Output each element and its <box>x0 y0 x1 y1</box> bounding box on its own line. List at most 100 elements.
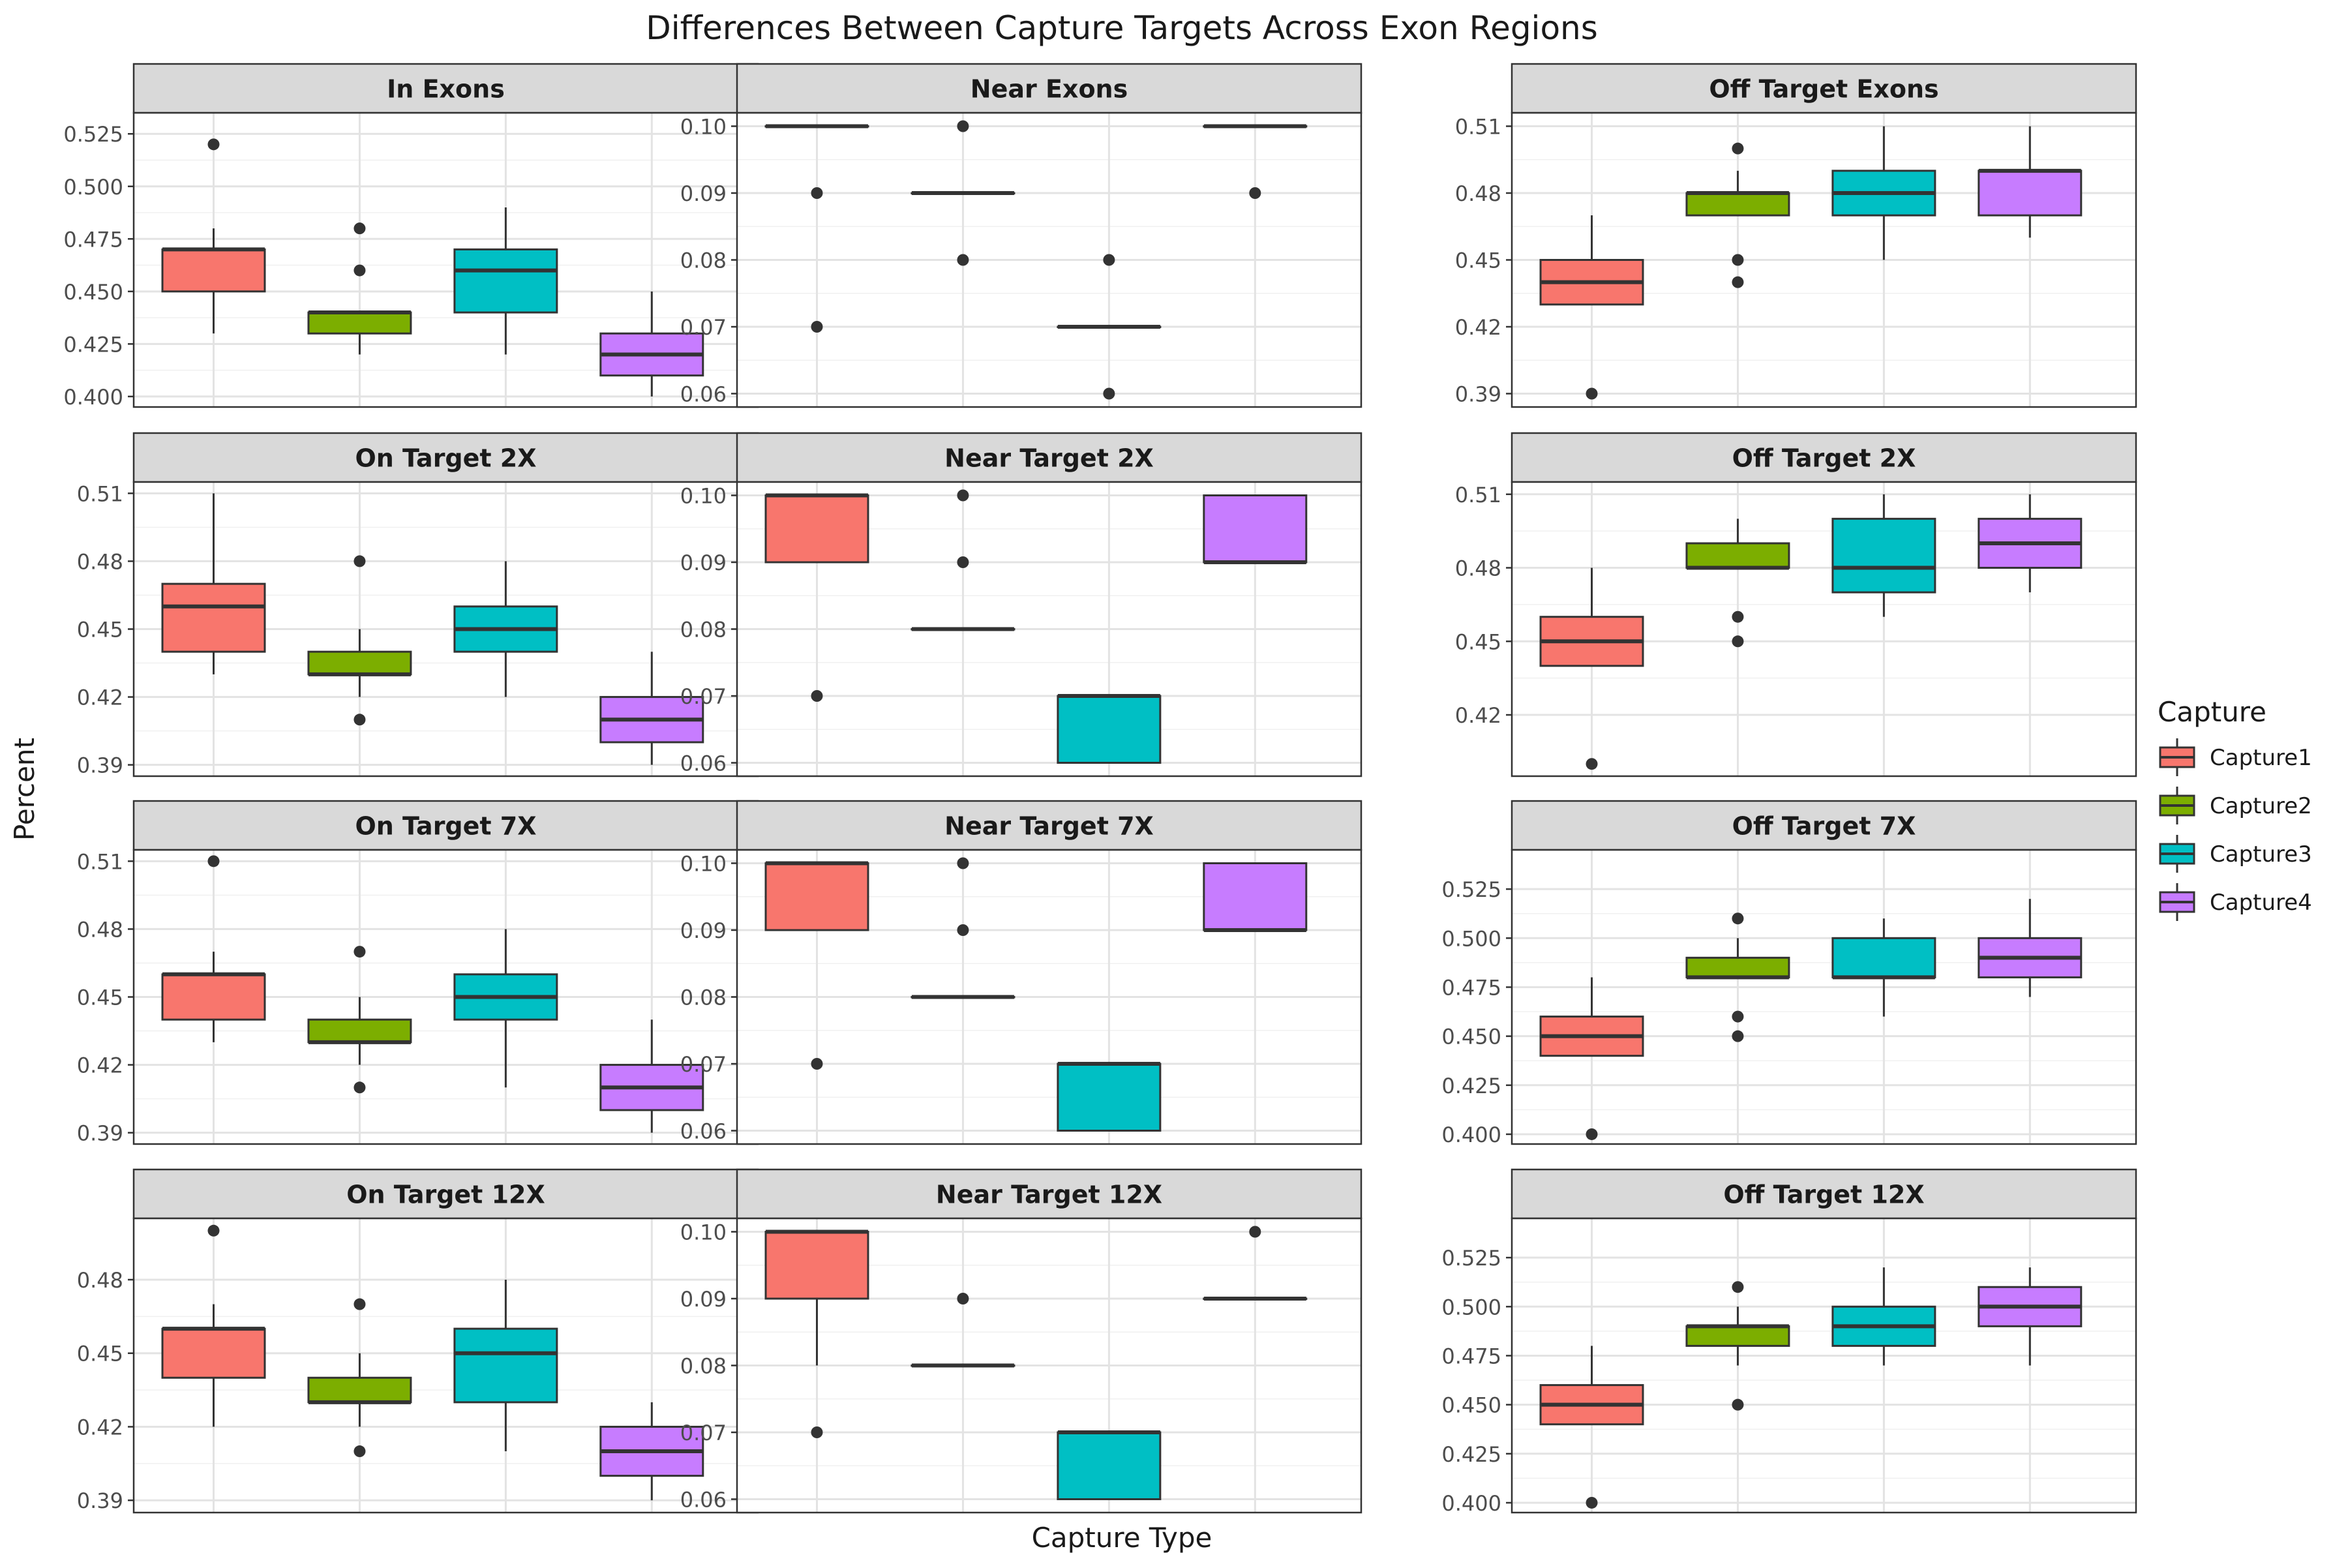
box-on-target-2x-capture2 <box>307 555 412 726</box>
box-near-exons-capture2 <box>911 120 1016 266</box>
facet-off-target-12x: Off Target 12X 0.400 0.425 0.450 0.475 0.500 0… <box>1441 1168 2137 1516</box>
box-near-target-12x-capture2 <box>911 1293 1016 1368</box>
y-tick-label: 0.400 <box>1441 1491 1501 1516</box>
y-tick-label: 0.42 <box>77 1053 123 1078</box>
y-tick-label: 0.500 <box>1441 926 1501 951</box>
legend-entry-capture3: Capture3 <box>2159 835 2312 873</box>
box-body <box>307 1018 412 1044</box>
facet-title-near-exons: Near Exons <box>971 75 1128 104</box>
box-off-target-exons-capture3 <box>1831 126 1936 260</box>
y-tick-label: 0.48 <box>1455 181 1501 206</box>
facet-on-target-7x: On Target 7X 0.39 0.42 0.45 0.48 0.51 <box>77 800 759 1146</box>
y-tick-label: 0.400 <box>1441 1123 1501 1147</box>
facet-off-target-2x: Off Target 2X 0.42 0.45 0.48 0.51 <box>1455 432 2137 777</box>
facet-title-in-exons: In Exons <box>387 75 505 104</box>
box-in-exons-capture2 <box>307 222 412 355</box>
y-tick-label: 0.07 <box>680 684 727 709</box>
panel-border-off-target-12x <box>1511 1217 2137 1514</box>
outlier-point <box>1732 1030 1744 1042</box>
box-on-target-12x-capture2 <box>307 1298 412 1458</box>
box-body <box>161 1327 266 1379</box>
box-off-target-2x-capture2 <box>1685 519 1790 648</box>
box-off-target-7x-capture3 <box>1831 918 1936 1017</box>
facet-strip-off-target-12x <box>1511 1168 2137 1220</box>
outlier-point <box>1586 758 1598 770</box>
outlier-point <box>354 1081 366 1094</box>
y-tick-label: 0.475 <box>63 227 123 252</box>
y-tick-label: 0.10 <box>680 852 727 877</box>
outlier-point <box>957 556 969 568</box>
facet-title-on-target-7x: On Target 7X <box>355 812 536 841</box>
box-near-target-2x-capture2 <box>911 489 1016 631</box>
box-body <box>161 582 266 653</box>
y-tick-label: 0.06 <box>680 1119 727 1144</box>
box-near-target-7x-capture1 <box>764 861 869 1070</box>
x-axis-label: Capture Type <box>1032 1522 1212 1554</box>
facet-title-off-target-2x: Off Target 2X <box>1732 444 1916 473</box>
box-off-target-7x-capture2 <box>1685 912 1790 1042</box>
box-body <box>161 973 266 1021</box>
box-body <box>1057 1063 1162 1132</box>
box-in-exons-capture3 <box>453 207 558 355</box>
y-tick-label: 0.48 <box>1455 556 1501 581</box>
y-tick-label: 0.450 <box>63 280 123 305</box>
box-off-target-12x-capture3 <box>1831 1267 1936 1366</box>
box-near-exons-capture1 <box>764 124 869 333</box>
box-body <box>1685 542 1790 569</box>
y-tick-label: 0.425 <box>1441 1074 1501 1098</box>
y-tick-label: 0.450 <box>1441 1393 1501 1418</box>
outlier-point <box>1732 142 1744 155</box>
outlier-point <box>1103 387 1115 400</box>
facet-strip-near-target-7x <box>736 800 1362 851</box>
facet-near-target-12x: Near Target 12X 0.06 0.07 0.08 0.09 0.10 <box>680 1168 1362 1514</box>
box-off-target-exons-capture4 <box>1978 126 2083 238</box>
y-tick-label: 0.08 <box>680 249 727 273</box>
box-near-target-2x-capture4 <box>1203 494 1308 564</box>
y-tick-label: 0.08 <box>680 1354 727 1379</box>
box-on-target-7x-capture3 <box>453 929 558 1088</box>
legend-label-capture4: Capture4 <box>2210 890 2312 916</box>
outlier-point <box>957 857 969 869</box>
outlier-point <box>354 1298 366 1310</box>
y-tick-label: 0.42 <box>1455 315 1501 340</box>
box-near-target-7x-capture2 <box>911 857 1016 999</box>
box-on-target-7x-capture1 <box>161 855 266 1042</box>
facet-in-exons: In Exons 0.400 0.425 0.450 0.475 0.500 0.525 <box>63 63 759 410</box>
box-near-target-12x-capture1 <box>764 1229 869 1438</box>
y-tick-label: 0.45 <box>1455 249 1501 273</box>
y-tick-label: 0.450 <box>1441 1025 1501 1049</box>
box-on-target-2x-capture3 <box>453 561 558 697</box>
facet-off-target-exons: Off Target Exons 0.39 0.42 0.45 0.48 0.51 <box>1455 63 2137 408</box>
y-tick-label: 0.06 <box>680 382 727 407</box>
box-in-exons-capture1 <box>161 138 266 334</box>
outlier-point <box>811 1426 823 1438</box>
y-tick-label: 0.425 <box>63 332 123 357</box>
outlier-point <box>1586 387 1598 400</box>
panel-border-off-target-2x <box>1511 481 2137 777</box>
outlier-point <box>354 714 366 726</box>
outlier-point <box>1249 187 1261 199</box>
facet-title-off-target-12x: Off Target 12X <box>1723 1181 1924 1209</box>
outlier-point <box>957 254 969 266</box>
box-in-exons-capture4 <box>599 291 704 397</box>
legend-label-capture2: Capture2 <box>2210 793 2312 819</box>
box-body <box>1685 956 1790 978</box>
legend-title: Capture <box>2158 696 2266 728</box>
facet-strip-near-target-2x <box>736 432 1362 483</box>
legend-label-capture1: Capture1 <box>2210 745 2312 771</box>
outlier-point <box>1732 1010 1744 1023</box>
box-on-target-2x-capture4 <box>599 652 704 765</box>
box-body <box>1203 494 1308 564</box>
outlier-point <box>354 555 366 567</box>
y-tick-label: 0.09 <box>680 918 727 943</box>
outlier-point <box>1732 635 1744 648</box>
box-near-target-7x-capture3 <box>1057 1062 1162 1132</box>
box-body <box>1831 937 1936 978</box>
box-body <box>1978 170 2083 217</box>
y-tick-label: 0.42 <box>1455 703 1501 728</box>
y-tick-label: 0.500 <box>1441 1295 1501 1319</box>
box-body <box>1057 1431 1162 1500</box>
legend-entry-capture4: Capture4 <box>2159 883 2312 921</box>
box-off-target-exons-capture2 <box>1685 142 1790 288</box>
